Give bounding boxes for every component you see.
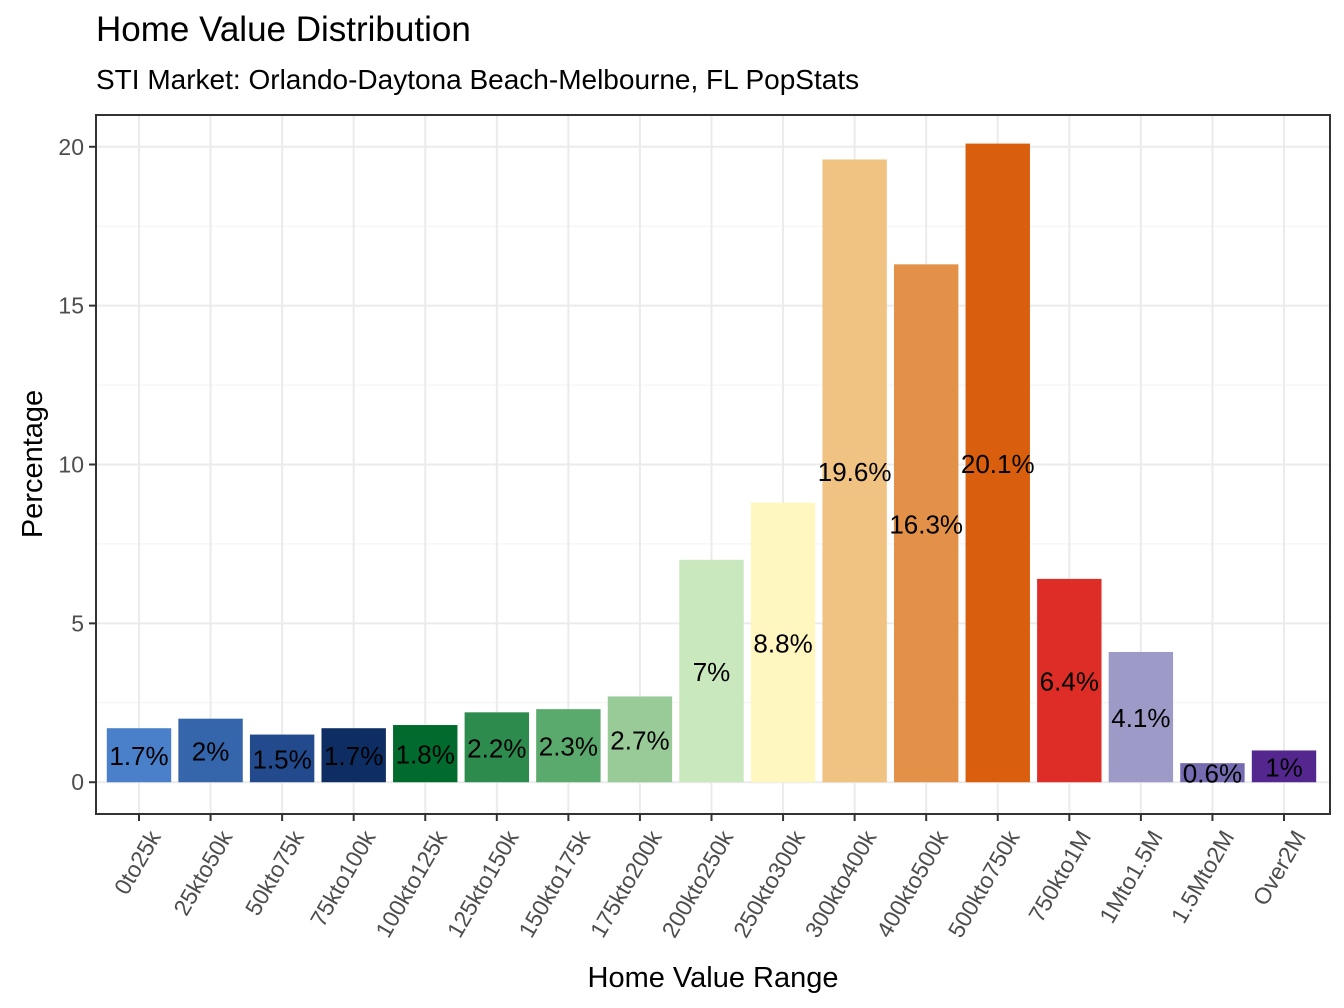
bar [679, 559, 744, 783]
bar [965, 143, 1030, 783]
bar-value-label: 1.7% [324, 741, 383, 771]
x-tick-label: 750kto1M [1023, 826, 1096, 926]
x-tick-label: 25kto50k [168, 825, 237, 919]
bar [607, 696, 673, 783]
bar [1037, 578, 1102, 783]
bar [464, 712, 530, 783]
y-axis: 0 5 10 15 20 [58, 134, 96, 795]
x-tick-label: 150kto175k [513, 825, 595, 941]
bar-value-label: 1.5% [252, 744, 311, 774]
x-tick-label: 400kto500k [871, 825, 953, 941]
x-tick-label: 0to25k [109, 825, 166, 898]
bar-labels: 1.7% 2% 1.5% 1.7% 1.8% 2.2% 2.3% 2.7% 7% 8.8% 19.6… [109, 449, 1302, 789]
bar-value-label: 2.7% [610, 725, 669, 755]
bar [1108, 651, 1174, 783]
bar [393, 725, 458, 783]
chart-subtitle: STI Market: Orlando-Daytona Beach-Melbou… [96, 64, 860, 95]
bar-value-label: 19.6% [818, 457, 892, 487]
bar [106, 728, 172, 783]
x-tick-label: 300kto400k [800, 825, 882, 941]
x-tick-label: 125kto150k [442, 825, 524, 941]
bar-value-label: 6.4% [1040, 667, 1099, 697]
bar-value-label: 7% [693, 657, 731, 687]
bars [106, 143, 1317, 783]
bar [249, 734, 315, 783]
chart-title: Home Value Distribution [96, 10, 471, 49]
x-tick-label: 250kto300k [728, 825, 810, 941]
bar [536, 709, 601, 783]
bar [893, 264, 959, 783]
y-tick-label: 10 [58, 452, 84, 478]
bar-value-label: 1% [1265, 752, 1303, 782]
bar-value-label: 16.3% [889, 509, 963, 539]
x-tick-label: 50kto75k [240, 825, 309, 919]
bar [178, 718, 243, 783]
bar [1180, 763, 1245, 783]
x-axis: 0to25k 25kto50k 50kto75k75kto100k100kto125… [109, 814, 1311, 942]
bar-value-label: 20.1% [961, 449, 1035, 479]
x-tick-label: 75kto100k [305, 825, 381, 930]
x-tick-label: Over2M [1247, 826, 1310, 910]
y-tick-label: 0 [71, 769, 84, 795]
y-axis-title: Percentage [17, 390, 49, 538]
x-tick-label: 1.5Mto2M [1166, 826, 1240, 928]
bar-value-label: 2.2% [467, 733, 526, 763]
x-tick-label: 175kto200k [585, 825, 667, 941]
y-tick-label: 15 [58, 293, 84, 319]
bar [822, 159, 887, 783]
y-tick-label: 5 [71, 610, 84, 636]
x-tick-label: 500kto750k [943, 825, 1025, 941]
bar-value-label: 2% [192, 736, 230, 766]
bar-value-label: 1.7% [109, 741, 168, 771]
x-axis-title: Home Value Range [588, 962, 839, 994]
bar-value-label: 2.3% [539, 732, 598, 762]
y-tick-label: 20 [58, 134, 84, 160]
bar-value-label: 8.8% [753, 628, 812, 658]
x-tick-label: 1Mto1.5M [1094, 826, 1168, 928]
bar-value-label: 4.1% [1111, 703, 1170, 733]
bar-value-label: 0.6% [1183, 759, 1242, 789]
bar [321, 728, 386, 783]
x-tick-label: 100kto125k [370, 825, 452, 941]
bar [750, 502, 816, 783]
bar [1251, 750, 1317, 783]
x-tick-label: 200kto250k [656, 825, 738, 941]
bar-value-label: 1.8% [396, 740, 455, 770]
